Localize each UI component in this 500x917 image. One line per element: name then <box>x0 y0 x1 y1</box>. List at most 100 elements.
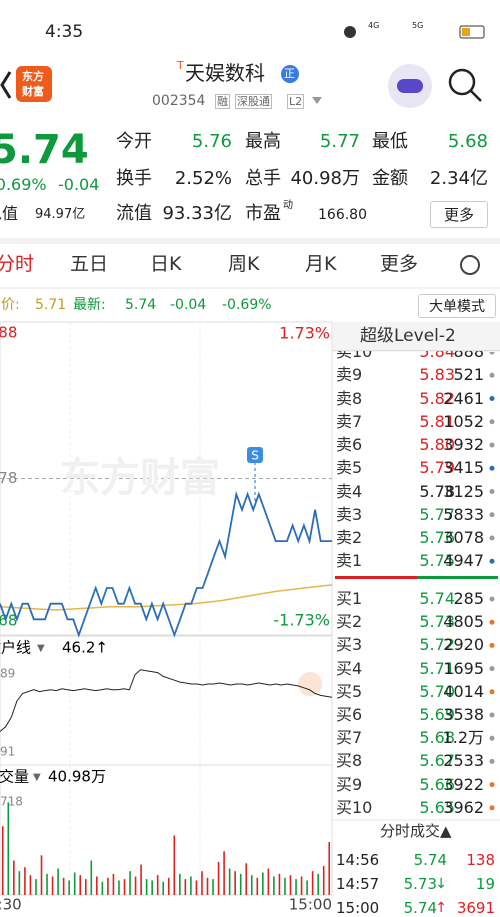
latest-label: 最新: <box>73 297 106 313</box>
book-flag <box>489 596 495 602</box>
book-volume: 2920 <box>443 635 484 655</box>
trade-volume: 138 <box>466 851 495 869</box>
trade-price: 5.73 <box>403 875 437 893</box>
dropdown-arrow[interactable] <box>312 97 322 104</box>
trades-title[interactable]: 分时成交▲ <box>380 822 452 840</box>
volume-frame <box>0 764 333 896</box>
network-label: 4G <box>368 21 380 30</box>
app-logo <box>16 66 52 102</box>
back-arrow[interactable] <box>0 71 12 99</box>
book-price: 5.72 <box>419 635 455 655</box>
book-label: 卖5 <box>336 458 363 478</box>
book-volume: 1052 <box>443 411 484 431</box>
book-label: 买10 <box>336 797 373 817</box>
book-price: 5.80 <box>419 435 455 454</box>
field-value: 40.98万 <box>290 168 360 189</box>
book-label: 买6 <box>336 705 363 724</box>
retail-icon[interactable] <box>298 672 322 696</box>
more-button[interactable]: 更多 <box>430 201 488 228</box>
book-label: 买1 <box>336 589 363 608</box>
change: -0.04 <box>58 175 100 194</box>
change-pct: -0.69% <box>0 175 47 194</box>
stock-title: 天娱数科 <box>185 61 265 85</box>
volume-dropdown: ▼ <box>33 772 41 783</box>
settings-icon[interactable] <box>460 255 480 275</box>
title-mark: T <box>177 59 184 72</box>
stock-code: 002354 <box>152 93 206 109</box>
tab[interactable]: 月K <box>305 253 337 275</box>
field-label: 金额 <box>372 168 408 189</box>
book-volume: 4947 <box>443 551 484 571</box>
book-flag <box>489 689 495 695</box>
trade-volume: 19 <box>475 875 495 893</box>
field-value: 166.80 <box>318 207 367 223</box>
field-label: 换手 <box>116 168 152 189</box>
book-price: 5.76 <box>419 528 455 547</box>
book-volume: 5833 <box>443 504 484 524</box>
book-flag <box>489 535 495 541</box>
book-volume: 285 <box>453 589 484 608</box>
book-label: 买5 <box>336 681 363 701</box>
book-volume: 3932 <box>443 435 484 454</box>
book-volume: 1695 <box>443 658 484 678</box>
book-flag <box>489 419 495 425</box>
ask-bar <box>335 576 417 579</box>
search-icon[interactable] <box>448 68 476 96</box>
book-label: 卖3 <box>336 504 363 524</box>
tab[interactable]: 日K <box>150 253 182 275</box>
tab[interactable]: 五日 <box>70 253 109 275</box>
field-value: 2.52% <box>174 168 232 189</box>
marker-bg <box>247 447 263 463</box>
book-price: 5.82 <box>419 388 455 408</box>
book-label: 买7 <box>336 728 363 748</box>
watermark: 东方财富 <box>60 455 220 501</box>
tab[interactable]: 分时 <box>0 253 35 275</box>
book-price: 5.83 <box>419 365 455 385</box>
book-flag <box>489 442 495 448</box>
book-flag <box>489 782 495 788</box>
book-price: 5.75 <box>419 551 455 571</box>
volume-tick: 718 <box>0 795 23 809</box>
field-value: 93.33亿 <box>162 203 232 224</box>
book-label: 卖2 <box>336 528 363 547</box>
badge: 正 <box>284 67 295 80</box>
y-tick-label: 5.88 <box>0 324 17 342</box>
big-order-mode[interactable]: 大单模式 <box>418 294 496 318</box>
book-price: 5.68 <box>419 728 455 748</box>
book-flag <box>489 666 495 672</box>
book-flag <box>489 758 495 764</box>
book-flag <box>489 712 495 718</box>
tab[interactable]: 周K <box>228 253 260 275</box>
book-volume: 2533 <box>443 751 484 771</box>
trade-dir: ↑ <box>435 900 447 916</box>
retail-bottom: 91 <box>0 745 15 759</box>
latest-price: 5.74 <box>125 297 157 313</box>
price-line <box>0 490 332 638</box>
field-label: 最低 <box>372 131 408 152</box>
field-value: 5.76 <box>191 131 232 152</box>
latest-change-pct: -0.69% <box>222 297 272 313</box>
field-value: 2.34亿 <box>429 168 488 189</box>
book-label: 买3 <box>336 635 363 655</box>
book-price: 5.66 <box>419 774 455 794</box>
tab[interactable]: 更多 <box>380 253 419 275</box>
x-label: 9:30 <box>0 896 22 914</box>
book-flag <box>489 805 495 811</box>
book-label: 卖7 <box>336 411 363 431</box>
trade-time: 14:56 <box>336 851 380 869</box>
level2-title: 超级Level-2 <box>360 326 456 346</box>
field-value: 94.97亿 <box>35 207 86 222</box>
status-time: 4:35 <box>45 22 84 42</box>
book-volume: 2461 <box>443 388 484 408</box>
trade-time: 14:57 <box>336 875 380 893</box>
battery-level <box>462 28 470 36</box>
trade-time: 15:00 <box>336 899 380 917</box>
field-value: 5.77 <box>319 131 360 152</box>
tag: L2 <box>287 94 305 109</box>
pct-label: 1.73% <box>279 324 330 343</box>
retail-line <box>0 669 333 732</box>
tag: 融 <box>215 94 230 109</box>
book-price: 5.70 <box>419 681 455 701</box>
field-label: 总值 <box>0 204 19 223</box>
battery <box>459 25 485 39</box>
